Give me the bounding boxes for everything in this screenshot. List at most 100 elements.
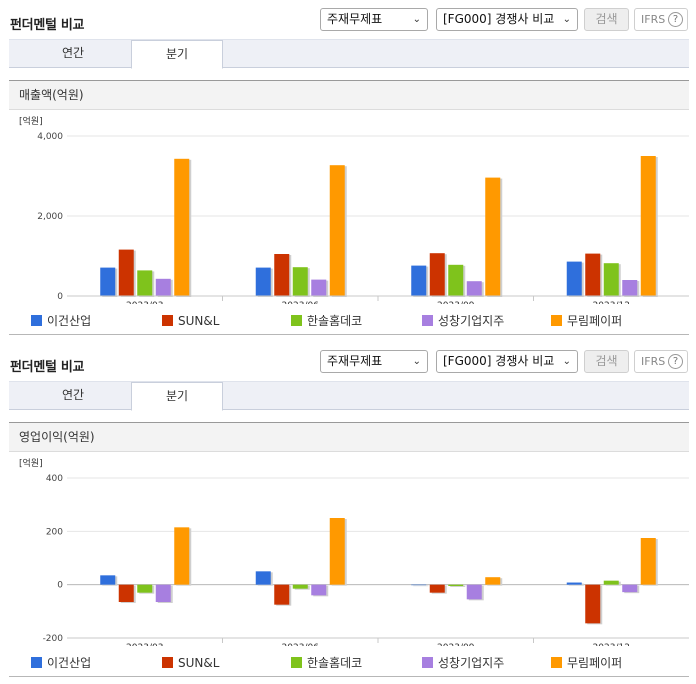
bar [448,264,464,296]
chevron-down-icon: ⌄ [562,356,571,367]
fundamental-compare-operating-profit: 펀더멘털 비교 주재무제표 ⌄ [FG000] 경쟁사 비교 ⌄ 검색 IFRS… [0,342,696,684]
y-tick-label: 2,000 [37,212,63,222]
bar [485,177,501,296]
legend-swatch [31,315,42,326]
statement-type-value: 주재무제표 [327,12,383,26]
bar [255,267,271,296]
help-icon: ? [668,354,683,369]
bar [603,263,619,296]
legend-swatch [31,657,42,668]
x-category-label: 2023/06 [282,643,320,646]
ifrs-label: IFRS [641,355,666,368]
bar [566,261,582,296]
bar [118,249,134,296]
x-category-label: 2023/12 [593,643,630,646]
legend-item[interactable]: 이건산업 [31,655,91,671]
revenue-chart-svg: [억원] 0 2,000 4,000 2023/03 2023/06 2023/09 2023… [19,115,689,304]
x-category-label: 2023/03 [126,643,163,646]
legend-item[interactable]: SUN&L [162,313,219,329]
tab-quarterly[interactable]: 분기 [131,40,223,69]
x-category-label: 2023/03 [126,301,163,304]
ifrs-info-button[interactable]: IFRS ? [634,8,688,31]
chart-subhead: 영업이익(억원) [9,422,689,452]
tab-annual[interactable]: 연간 [61,46,85,60]
legend-swatch [422,315,433,326]
legend-swatch [551,315,562,326]
legend-item[interactable]: 이건산업 [31,313,91,329]
bar [622,280,638,296]
compare-group-value: [FG000] 경쟁사 비교 [443,12,555,26]
legend-swatch [162,657,173,668]
section-title: 펀더멘털 비교 [10,18,85,33]
statement-type-select[interactable]: 주재무제표 ⌄ [320,350,428,373]
bar [137,584,153,593]
legend-label: 이건산업 [47,314,92,328]
bar [622,584,638,593]
chevron-down-icon: ⌄ [412,356,421,367]
bar [640,538,656,585]
tab-annual[interactable]: 연간 [61,388,85,402]
compare-group-value: [FG000] 경쟁사 비교 [443,354,555,368]
chevron-down-icon: ⌄ [562,14,571,25]
operating-profit-chart-svg: [억원] -200 0 200 400 2023/03 2023/06 2023/09 2023… [19,457,689,646]
legend-item[interactable]: 무림페이퍼 [551,655,622,671]
legend-label: 한솔홈데코 [307,656,363,670]
bar [292,267,308,296]
bar-shadow [413,585,429,587]
legend-swatch [162,315,173,326]
legend-item[interactable]: 한솔홈데코 [291,313,362,329]
statement-type-value: 주재무제표 [327,354,383,368]
bar [411,265,427,296]
legend-item[interactable]: SUN&L [162,655,219,671]
bar [155,278,171,296]
y-unit-label: [억원] [19,115,43,127]
bar [155,584,171,602]
bar [274,584,290,605]
bar [466,281,482,296]
compare-group-select[interactable]: [FG000] 경쟁사 비교 ⌄ [436,8,578,31]
tab-quarterly[interactable]: 분기 [131,382,223,411]
bar [448,584,464,586]
search-button[interactable]: 검색 [584,350,629,373]
revenue-chart: [억원] 0 2,000 4,000 2023/03 2023/06 2023/09 2023… [9,112,689,304]
bar [255,571,271,585]
x-category-label: 2023/06 [282,301,320,304]
legend-swatch [291,657,302,668]
ifrs-info-button[interactable]: IFRS ? [634,350,688,373]
y-tick-label: -200 [43,634,64,644]
legend-item[interactable]: 한솔홈데코 [291,655,362,671]
bar [429,584,445,593]
legend-label: 성창기업지주 [438,314,505,328]
legend-item[interactable]: 성창기업지주 [422,313,504,329]
bar [274,254,290,296]
legend-label: 한솔홈데코 [307,314,363,328]
section-title: 펀더멘털 비교 [10,360,85,375]
y-tick-label: 200 [46,527,63,537]
bar [429,253,445,296]
y-unit-label: [억원] [19,457,43,469]
chevron-down-icon: ⌄ [412,14,421,25]
bar [311,279,327,296]
bar [311,584,327,596]
search-button[interactable]: 검색 [584,8,629,31]
fundamental-compare-revenue: 펀더멘털 비교 주재무제표 ⌄ [FG000] 경쟁사 비교 ⌄ 검색 IFRS… [9,8,689,335]
compare-group-select[interactable]: [FG000] 경쟁사 비교 ⌄ [436,350,578,373]
bar [118,584,134,602]
legend-swatch [551,657,562,668]
bar [603,580,619,585]
bar [137,270,153,296]
legend-item[interactable]: 성창기업지주 [422,655,504,671]
legend-swatch [291,315,302,326]
bar [585,584,601,624]
y-tick-label: 4,000 [37,132,63,142]
bar-shadow [450,585,466,587]
y-tick-label: 0 [57,292,63,302]
statement-type-select[interactable]: 주재무제표 ⌄ [320,8,428,31]
bar [100,267,116,296]
legend-label: 이건산업 [47,656,92,670]
bar [292,584,308,589]
bar [100,575,116,585]
legend-swatch [422,657,433,668]
legend-label: SUN&L [178,656,220,670]
legend-item[interactable]: 무림페이퍼 [551,313,622,329]
